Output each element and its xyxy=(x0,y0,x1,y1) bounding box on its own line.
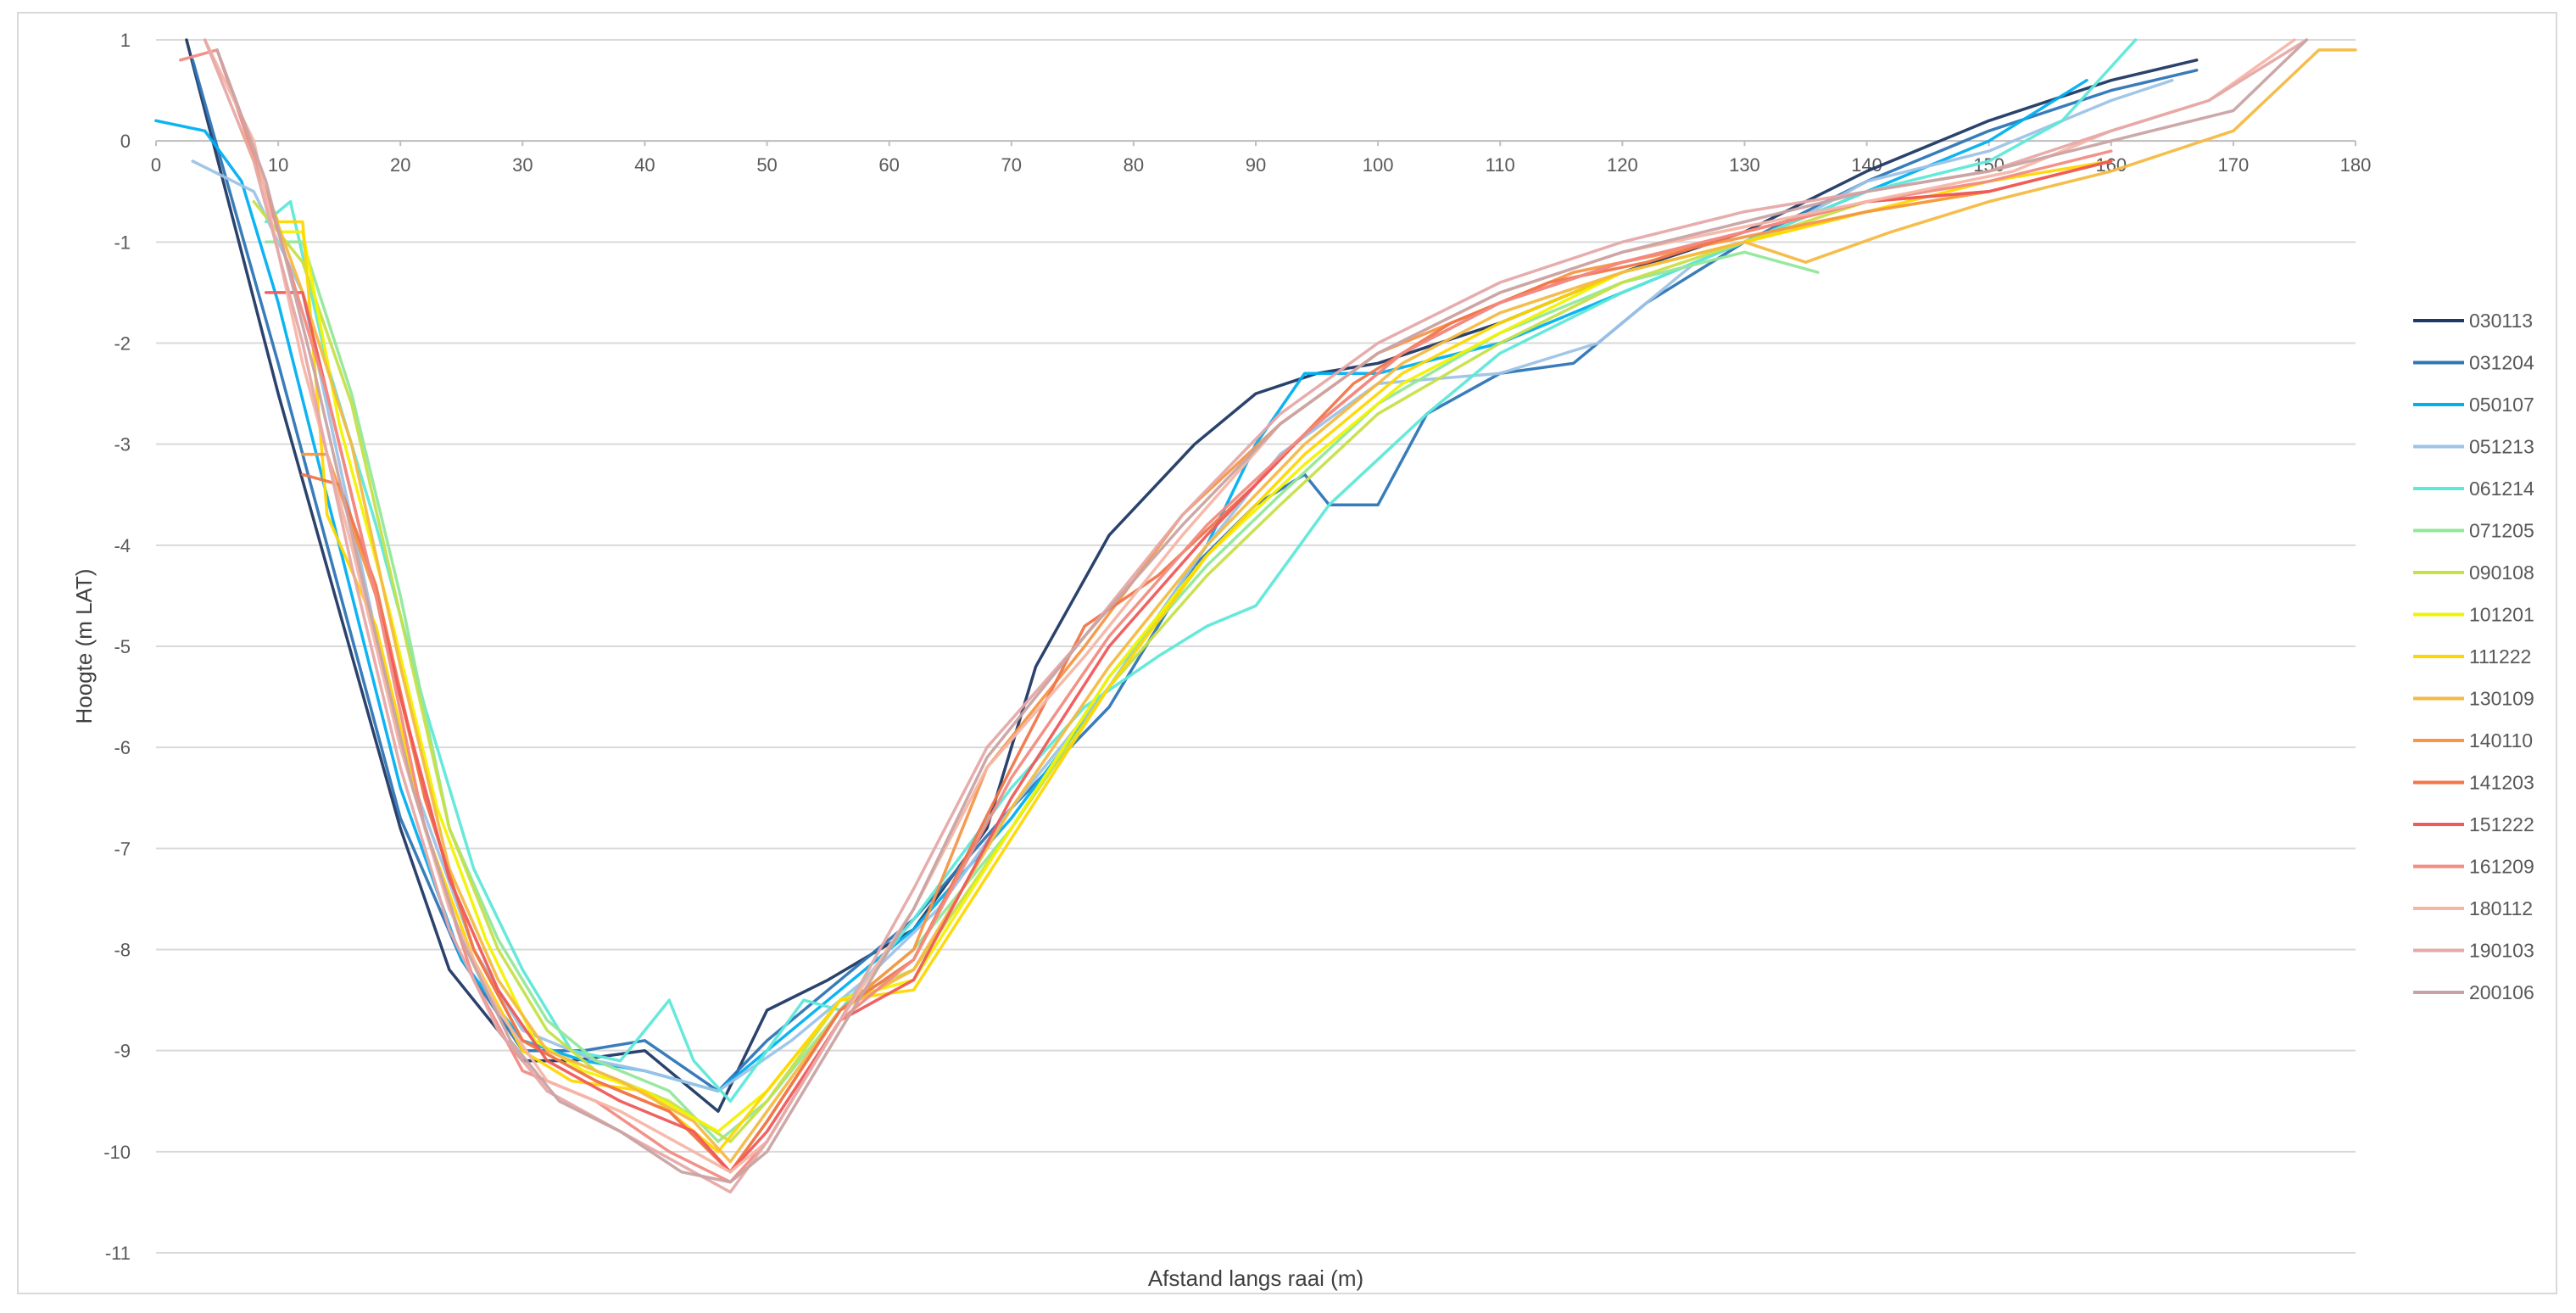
x-tick-label: 120 xyxy=(1607,154,1638,176)
series-line-190103 xyxy=(203,38,2309,1194)
series-line-071205 xyxy=(264,240,1820,1143)
y-tick-label: -2 xyxy=(114,333,131,355)
legend-label: 140110 xyxy=(2469,729,2533,751)
y-tick-label: -3 xyxy=(114,434,131,455)
x-tick-label: 30 xyxy=(512,154,532,176)
grid-lines xyxy=(156,39,2356,1254)
x-tick-label: 170 xyxy=(2218,154,2250,176)
legend-label: 130109 xyxy=(2469,688,2534,710)
x-tick-label: 10 xyxy=(268,154,288,176)
x-tick-label: 90 xyxy=(1246,154,1266,176)
x-tick-label: 0 xyxy=(151,154,161,176)
line-chart: 10-1-2-3-4-5-6-7-8-9-10-11 0 10 20 30 40 50 60… xyxy=(71,30,2534,1291)
y-tick-label: -5 xyxy=(114,636,131,657)
y-tick-label: -8 xyxy=(114,940,131,961)
legend-label: 061214 xyxy=(2469,478,2534,500)
series-lines xyxy=(154,38,2357,1194)
x-tick-label: 100 xyxy=(1363,154,1394,176)
legend-label: 101201 xyxy=(2469,604,2534,626)
x-tick-label: 50 xyxy=(756,154,777,176)
y-tick-labels: 1 0 -1 -2 -3 -4 -5 -6 -7 -8 -9 -10 -11 xyxy=(103,30,131,1264)
x-tick-label: 110 xyxy=(1486,154,1515,176)
series-line-140110 xyxy=(301,159,2113,1174)
y-tick-label: -7 xyxy=(114,838,131,859)
series-line-151222 xyxy=(264,159,2113,1174)
y-tick-label: -10 xyxy=(103,1142,131,1163)
series-line-050107 xyxy=(154,78,2088,1093)
legend-label: 151222 xyxy=(2469,813,2534,835)
legend-label: 200106 xyxy=(2469,981,2534,1003)
legend-label: 031204 xyxy=(2469,352,2534,374)
x-tick-label: 60 xyxy=(878,154,899,176)
y-axis-title: Hoogte (m LAT) xyxy=(71,568,97,724)
y-tick-label: -4 xyxy=(114,535,131,556)
y-tick-label: 1 xyxy=(120,30,131,51)
x-tick-label: 20 xyxy=(390,154,410,176)
series-line-111222 xyxy=(240,129,2113,1154)
legend-label: 030113 xyxy=(2469,310,2533,332)
y-tick-label: 0 xyxy=(120,131,131,152)
legend-label: 180112 xyxy=(2469,897,2533,919)
legend-label: 051213 xyxy=(2469,436,2534,458)
legend-label: 050107 xyxy=(2469,394,2534,416)
x-tick-label: 130 xyxy=(1729,154,1760,176)
y-tick-label: -11 xyxy=(105,1243,131,1264)
chart-frame: 1 0 -1 -2 -3 -4 -5 -6 -7 -8 -9 -10 -11 0 10 20 30 40 50 60… xyxy=(17,12,2557,1294)
legend-label: 190103 xyxy=(2469,940,2534,962)
y-tick-label: -6 xyxy=(114,737,131,758)
legend-label: 090108 xyxy=(2469,562,2534,584)
legend-label: 071205 xyxy=(2469,520,2534,542)
x-tick-label: 80 xyxy=(1124,154,1144,176)
x-tick-label: 180 xyxy=(2340,154,2372,176)
legend-label: 111222 xyxy=(2469,645,2531,668)
legend: 030113 031204 050107 051213 061214 071205 0901… xyxy=(2413,310,2534,1003)
series-line-130109 xyxy=(264,48,2357,1164)
x-tick-label: 40 xyxy=(634,154,655,176)
x-axis-title: Afstand langs raai (m) xyxy=(1148,1266,1363,1291)
legend-label: 161209 xyxy=(2469,856,2534,878)
y-tick-label: -1 xyxy=(114,232,131,253)
series-line-090108 xyxy=(252,199,1869,1143)
series-line-200106 xyxy=(215,38,2309,1184)
y-tick-label: -9 xyxy=(114,1041,131,1062)
x-tick-label: 70 xyxy=(1001,154,1022,176)
legend-label: 141203 xyxy=(2469,772,2534,794)
series-line-180112 xyxy=(203,38,2296,1174)
